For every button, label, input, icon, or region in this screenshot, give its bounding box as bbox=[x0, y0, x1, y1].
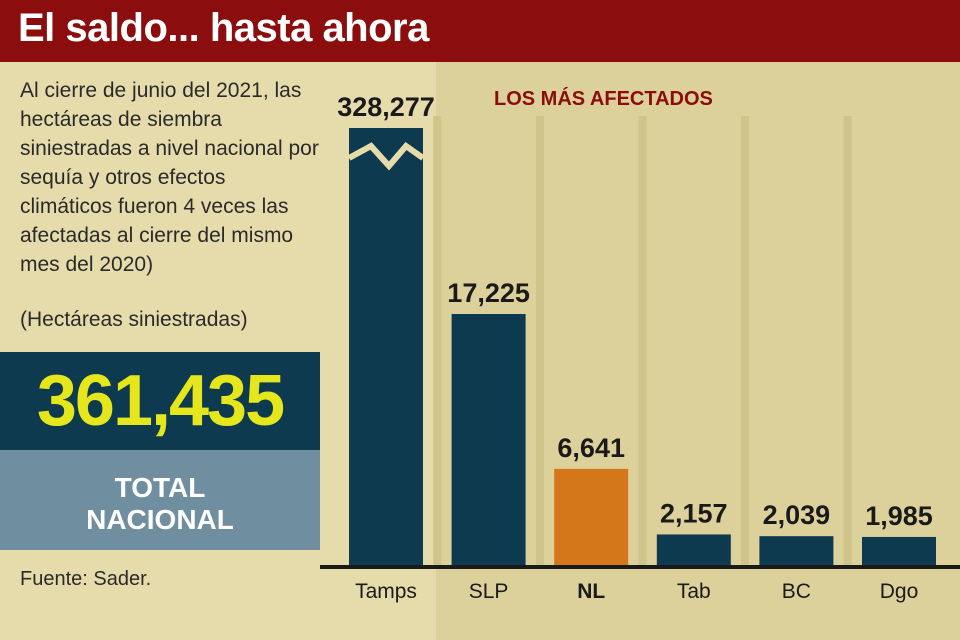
column-separator bbox=[535, 116, 544, 566]
value-label-tamps: 328,277 bbox=[337, 92, 435, 122]
category-label-nl: NL bbox=[577, 580, 605, 603]
category-label-tamps: Tamps bbox=[355, 580, 417, 603]
value-label-nl: 6,641 bbox=[557, 433, 625, 463]
total-label: TOTAL NACIONAL bbox=[0, 472, 320, 536]
bar-nl bbox=[554, 468, 629, 566]
value-label-dgo: 1,985 bbox=[865, 501, 933, 531]
total-label-line2: NACIONAL bbox=[86, 504, 234, 535]
bar-tab bbox=[656, 534, 731, 566]
page-title: El saldo... hasta ahora bbox=[18, 6, 429, 50]
column-separator bbox=[638, 116, 647, 566]
bar-bc bbox=[759, 536, 834, 566]
total-label-line1: TOTAL bbox=[114, 472, 206, 503]
units-note: (Hectáreas siniestradas) bbox=[20, 308, 248, 331]
category-label-dgo: Dgo bbox=[880, 580, 919, 603]
value-label-bc: 2,039 bbox=[763, 500, 831, 530]
axis-break-marker bbox=[347, 141, 425, 171]
source-note: Fuente: Sader. bbox=[20, 568, 152, 590]
total-value-box: 361,435 bbox=[0, 352, 320, 450]
bar-tamps bbox=[349, 128, 423, 566]
chart-title: LOS MÁS AFECTADOS bbox=[494, 88, 713, 110]
x-axis-line bbox=[320, 565, 960, 569]
category-label-slp: SLP bbox=[469, 580, 509, 603]
description-text: Al cierre de junio del 2021, las hectáre… bbox=[20, 79, 319, 276]
total-value: 361,435 bbox=[36, 361, 285, 441]
value-label-tab: 2,157 bbox=[660, 498, 728, 528]
category-label-tab: Tab bbox=[677, 580, 711, 603]
category-label-bc: BC bbox=[782, 580, 811, 603]
column-separator bbox=[741, 116, 750, 566]
total-label-box: TOTAL NACIONAL bbox=[0, 450, 320, 550]
column-separator bbox=[843, 116, 852, 566]
column-separator bbox=[433, 116, 442, 566]
header-bar: El saldo... hasta ahora bbox=[0, 0, 960, 62]
bar-slp bbox=[451, 314, 526, 566]
value-label-slp: 17,225 bbox=[447, 278, 530, 308]
bar-dgo bbox=[862, 536, 936, 566]
